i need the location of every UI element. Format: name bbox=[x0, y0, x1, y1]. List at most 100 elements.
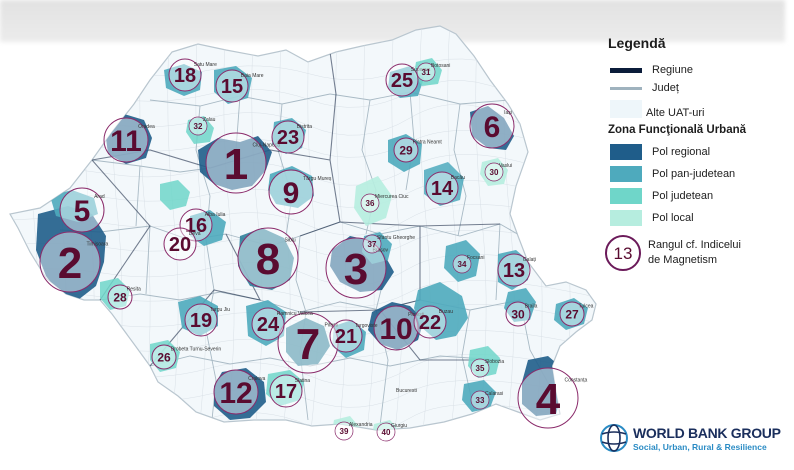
zone-botosani bbox=[414, 58, 442, 86]
rank-number-29: 29 bbox=[399, 143, 413, 157]
zone-targu-mures bbox=[268, 166, 314, 208]
rank-circle-12 bbox=[213, 369, 259, 415]
zone-ploiesti bbox=[368, 302, 424, 350]
city-name-8: Sibiu bbox=[285, 238, 296, 244]
city-name-38: Sfantu Gheorghe bbox=[377, 235, 415, 241]
legend-label-panjud: Pol pan-judetean bbox=[652, 168, 736, 180]
rank-circle-13 bbox=[497, 253, 531, 287]
city-name-4: Constanța bbox=[565, 378, 588, 384]
rank-number-26: 26 bbox=[157, 350, 171, 364]
city-name-24: Ramnicu Valcea bbox=[277, 311, 313, 317]
rank-number-35: 34 bbox=[458, 260, 467, 269]
zone-targoviste bbox=[332, 320, 366, 358]
city-name-32: Botosani bbox=[431, 63, 450, 69]
zone-focsani bbox=[444, 240, 480, 282]
city-name-37: Miercurea Ciuc bbox=[375, 194, 409, 200]
rank-circle-27 bbox=[559, 301, 585, 327]
city-name-19: Targu Jiu bbox=[210, 307, 231, 313]
city-name-40: Giurgiu bbox=[391, 423, 407, 429]
rank-number-3: 3 bbox=[344, 245, 368, 294]
zone-arad bbox=[50, 190, 98, 222]
screenshot-shadow-band bbox=[0, 0, 785, 42]
zone-vaslui bbox=[480, 158, 508, 186]
rank-circle-40 bbox=[376, 422, 396, 442]
rank-circle-35 bbox=[452, 254, 472, 274]
rank-number-15: 15 bbox=[221, 76, 243, 98]
city-name-11: Oradea bbox=[138, 124, 155, 130]
legend-title: Legendă bbox=[608, 35, 666, 51]
zone-satu-mare bbox=[164, 64, 202, 96]
city-markers: 1 Cluj-Napoca 2 Timișoara 3 Brașov 4 Constanța 5… bbox=[39, 58, 594, 442]
rank-circle-29 bbox=[393, 137, 419, 163]
rank-number-13: 13 bbox=[503, 260, 525, 282]
swatch-panjud bbox=[610, 166, 642, 182]
city-name-22: Buzau bbox=[439, 309, 453, 315]
zone-bacau bbox=[424, 162, 464, 206]
legend-rank-item: 13 Rangul cf. Indicelui de Magnetism bbox=[604, 234, 789, 274]
rank-circle-25 bbox=[385, 63, 419, 97]
legend-zone-regional: Pol regional bbox=[610, 144, 785, 162]
legend-rank-label-2: de Magnetism bbox=[648, 254, 718, 266]
city-name-29: Piatra Neamt bbox=[413, 139, 443, 145]
city-name-34: Calarasi bbox=[485, 391, 503, 397]
rank-number-12: 12 bbox=[219, 377, 252, 410]
rank-number-5: 5 bbox=[74, 195, 91, 228]
swatch-local bbox=[610, 210, 642, 226]
city-name-18: Satu Mare bbox=[194, 62, 217, 68]
rank-number-14: 14 bbox=[431, 178, 454, 200]
zone-resita bbox=[100, 278, 130, 310]
rank-circle-21 bbox=[329, 319, 363, 353]
zone-braila bbox=[504, 288, 536, 322]
rank-number-39: 39 bbox=[340, 427, 349, 436]
rank-number-20: 20 bbox=[169, 234, 191, 256]
rank-circle-31 bbox=[484, 162, 504, 182]
city-name-15: Baia Mare bbox=[241, 73, 264, 79]
rank-number-24: 24 bbox=[257, 314, 280, 336]
rank-circle-38 bbox=[362, 234, 382, 254]
city-name-31: Vaslui bbox=[499, 163, 512, 169]
city-name-3: Brașov bbox=[373, 248, 389, 254]
legend-item-alte-uat: Alte UAT-uri bbox=[610, 100, 785, 120]
rank-number-32: 31 bbox=[422, 68, 431, 77]
zone-pitesti bbox=[286, 318, 330, 366]
legend-zone-local: Pol local bbox=[610, 210, 785, 228]
city-label-bucuresti: Bucuresti bbox=[396, 388, 417, 394]
logo-name: WORLD BANK GROUP bbox=[633, 425, 781, 441]
rank-number-4: 4 bbox=[536, 375, 561, 424]
rank-number-9: 9 bbox=[283, 177, 300, 210]
city-name-26: Drobeta Turnu-Severin bbox=[171, 346, 222, 352]
region-line-swatch bbox=[610, 68, 642, 73]
rank-number-38: 37 bbox=[368, 240, 377, 249]
rank-circle-20 bbox=[163, 227, 197, 261]
zone-deva bbox=[160, 180, 190, 210]
rank-circle-9 bbox=[268, 169, 314, 215]
rank-number-1: 1 bbox=[224, 140, 248, 189]
zone-iasi bbox=[470, 106, 514, 150]
city-name-36: Slobozia bbox=[485, 359, 504, 365]
rank-circle-5 bbox=[59, 187, 105, 233]
zone-timisoara bbox=[36, 206, 106, 300]
city-name-7: Pitești bbox=[325, 323, 339, 329]
legend-item-regiune: Regiune bbox=[610, 64, 785, 78]
county-line-swatch bbox=[610, 87, 642, 90]
city-name-27: Tulcea bbox=[579, 303, 594, 309]
legend-label-alte-uat: Alte UAT-uri bbox=[646, 107, 705, 119]
rank-circle-32 bbox=[416, 62, 436, 82]
city-name-28: Resita bbox=[127, 286, 141, 292]
world-bank-logo: WORLD BANK GROUP Social, Urban, Rural & … bbox=[600, 422, 790, 462]
rank-number-6: 6 bbox=[484, 111, 501, 144]
rank-number-22: 22 bbox=[419, 312, 441, 334]
rank-number-30: 30 bbox=[511, 307, 525, 321]
legend-zone-judetean: Pol judetean bbox=[610, 188, 785, 206]
rank-circle-34 bbox=[470, 390, 490, 410]
zone-miercurea-ciuc bbox=[354, 176, 392, 226]
rank-circle-26 bbox=[151, 344, 177, 370]
rank-circle-19 bbox=[184, 303, 218, 337]
legend-zone-panjud: Pol pan-judetean bbox=[610, 166, 785, 184]
city-name-14: Bacău bbox=[451, 175, 465, 181]
zone-slobozia bbox=[468, 346, 500, 378]
rank-circle-33 bbox=[188, 116, 208, 136]
rank-sample-number: 13 bbox=[614, 244, 633, 263]
city-name-20: Deva bbox=[189, 231, 201, 237]
city-name-16: Alba Iulia bbox=[205, 212, 226, 218]
